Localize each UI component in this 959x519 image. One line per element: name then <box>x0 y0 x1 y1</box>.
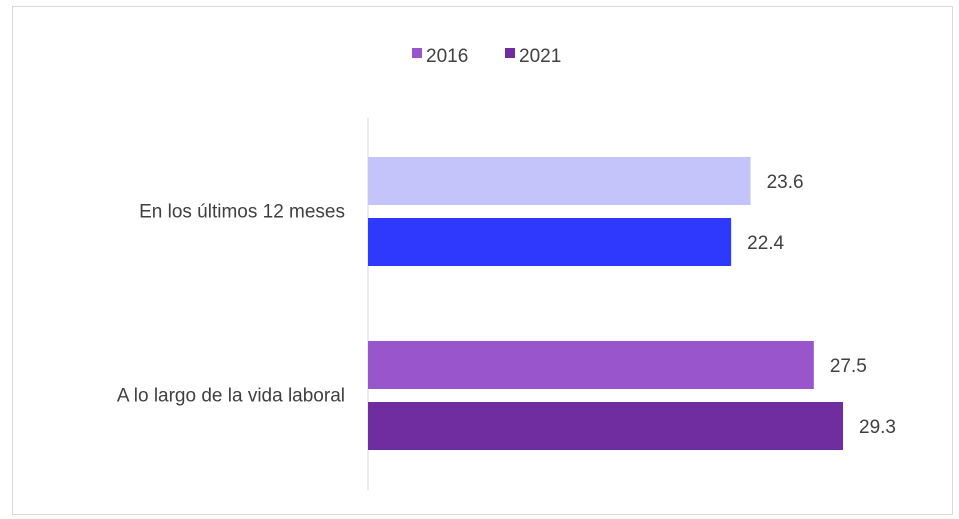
category-label: A lo largo de la vida laboral <box>117 386 345 407</box>
legend-label: 2021 <box>519 46 561 67</box>
data-label: 29.3 <box>859 417 896 438</box>
category-label: En los últimos 12 meses <box>139 202 345 223</box>
legend-swatch <box>412 48 422 58</box>
bar-2016-1 <box>368 341 814 389</box>
bar-2016-0 <box>368 157 751 205</box>
value-labels: 23.6 22.4 27.5 29.3 <box>747 172 896 438</box>
legend: 2016 2021 <box>412 46 561 67</box>
bar-2021-0 <box>368 218 732 266</box>
legend-item-2016: 2016 <box>412 46 468 67</box>
bars <box>368 157 843 450</box>
legend-label: 2016 <box>426 46 468 67</box>
data-label: 23.6 <box>767 172 804 193</box>
category-labels: En los últimos 12 meses A lo largo de la … <box>117 202 345 407</box>
legend-swatch <box>505 48 515 58</box>
data-label: 27.5 <box>830 356 867 377</box>
bar-2021-1 <box>368 402 843 450</box>
legend-item-2021: 2021 <box>505 46 561 67</box>
data-label: 22.4 <box>747 233 784 254</box>
